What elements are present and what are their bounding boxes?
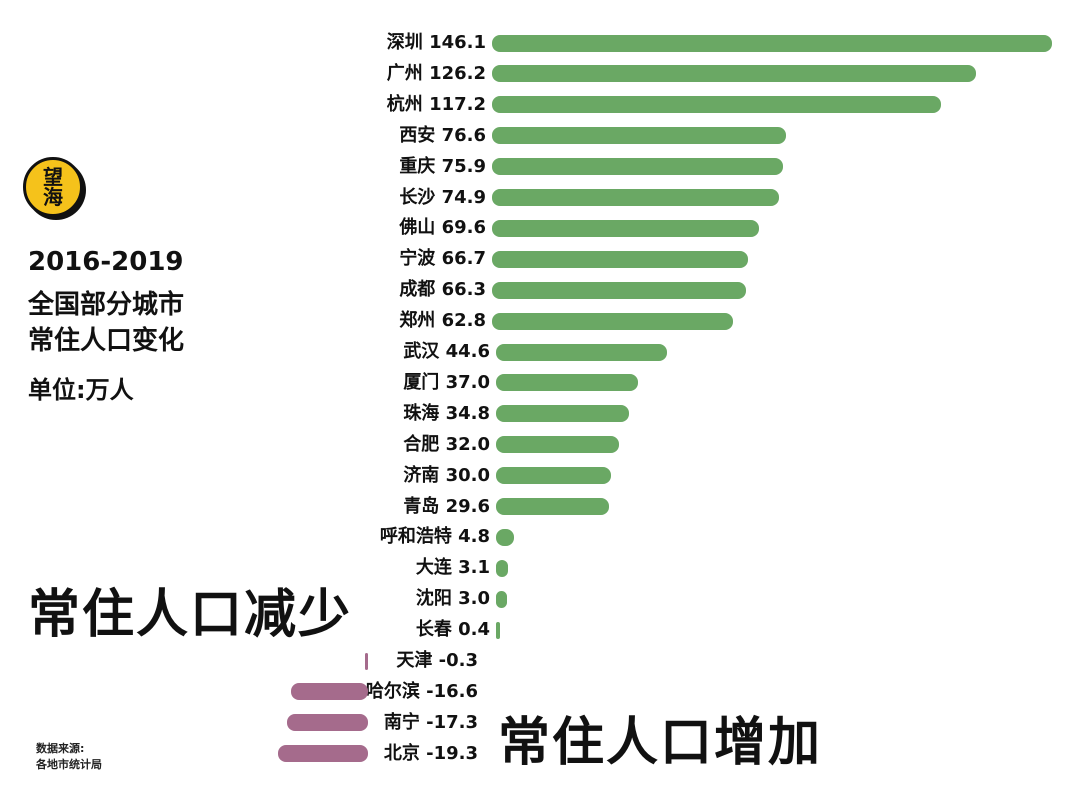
bar: [496, 467, 611, 485]
bar-label: 重庆 75.9: [399, 155, 486, 177]
bar-label: 青岛 29.6: [403, 495, 490, 517]
source-text: 各地市统计局: [36, 758, 102, 771]
bar: [496, 498, 610, 515]
source-title: 数据来源:: [36, 742, 85, 755]
bar: [290, 683, 368, 701]
bar: [492, 219, 759, 237]
bar-label: 北京 -19.3: [383, 742, 478, 764]
bar-label: 郑州 62.8: [399, 310, 486, 332]
bar-label: 西安 76.6: [399, 124, 486, 146]
bar: [496, 590, 508, 608]
bar-label: 天津 -0.3: [396, 650, 478, 671]
title-subject: 全国部分城市: [28, 290, 185, 320]
bar-label: 厦门 37.0: [403, 371, 490, 393]
bar-label: 南宁 -17.3: [383, 711, 478, 733]
bar: [492, 127, 786, 145]
bar: [496, 374, 638, 392]
logo-char-2: 海: [43, 185, 63, 209]
logo-char-1: 望: [43, 165, 63, 189]
bar: [492, 189, 780, 206]
bar: [492, 34, 1052, 52]
bar-label: 成都 66.3: [399, 279, 486, 301]
bar-label: 合肥 32.0: [403, 433, 490, 455]
bar: [492, 158, 783, 176]
bar: [492, 250, 748, 268]
bar-label: 长沙 74.9: [399, 186, 486, 208]
bar-label: 沈阳 3.0: [415, 588, 490, 610]
bar-label: 哈尔滨 -16.6: [365, 680, 478, 702]
bar: [496, 343, 667, 361]
title-topic: 常住人口变化: [28, 326, 185, 356]
bar: [492, 96, 942, 114]
bar: [496, 621, 500, 639]
bar-label: 长春 0.4: [415, 619, 490, 641]
brand-logo: 望 海: [23, 157, 83, 217]
bar: [492, 312, 733, 330]
bar: [278, 745, 368, 763]
bar-label: 佛山 69.6: [399, 217, 486, 239]
bar-label: 深圳 146.1: [386, 32, 486, 53]
bar: [496, 528, 515, 546]
bar-label: 济南 30.0: [403, 464, 490, 486]
bar: [492, 281, 747, 299]
bar: [496, 436, 619, 454]
bar: [365, 652, 368, 670]
bar: [496, 405, 630, 423]
bar-label: 广州 126.2: [386, 62, 486, 84]
title-years: 2016-2019: [28, 247, 184, 277]
increase-annotation: 常住人口增加: [498, 712, 823, 773]
bar: [492, 65, 976, 83]
decrease-annotation: 常住人口减少: [28, 584, 353, 645]
bar-label: 珠海 34.8: [403, 402, 490, 424]
bar-label: 大连 3.1: [415, 557, 490, 579]
bar: [496, 559, 508, 577]
unit-label: 单位:万人: [28, 376, 134, 404]
bar-label: 呼和浩特 4.8: [379, 526, 490, 548]
bar-label: 武汉 44.6: [403, 341, 490, 362]
bar: [287, 714, 368, 732]
bar-label: 杭州 117.2: [386, 93, 486, 115]
bar-label: 宁波 66.7: [399, 248, 486, 270]
